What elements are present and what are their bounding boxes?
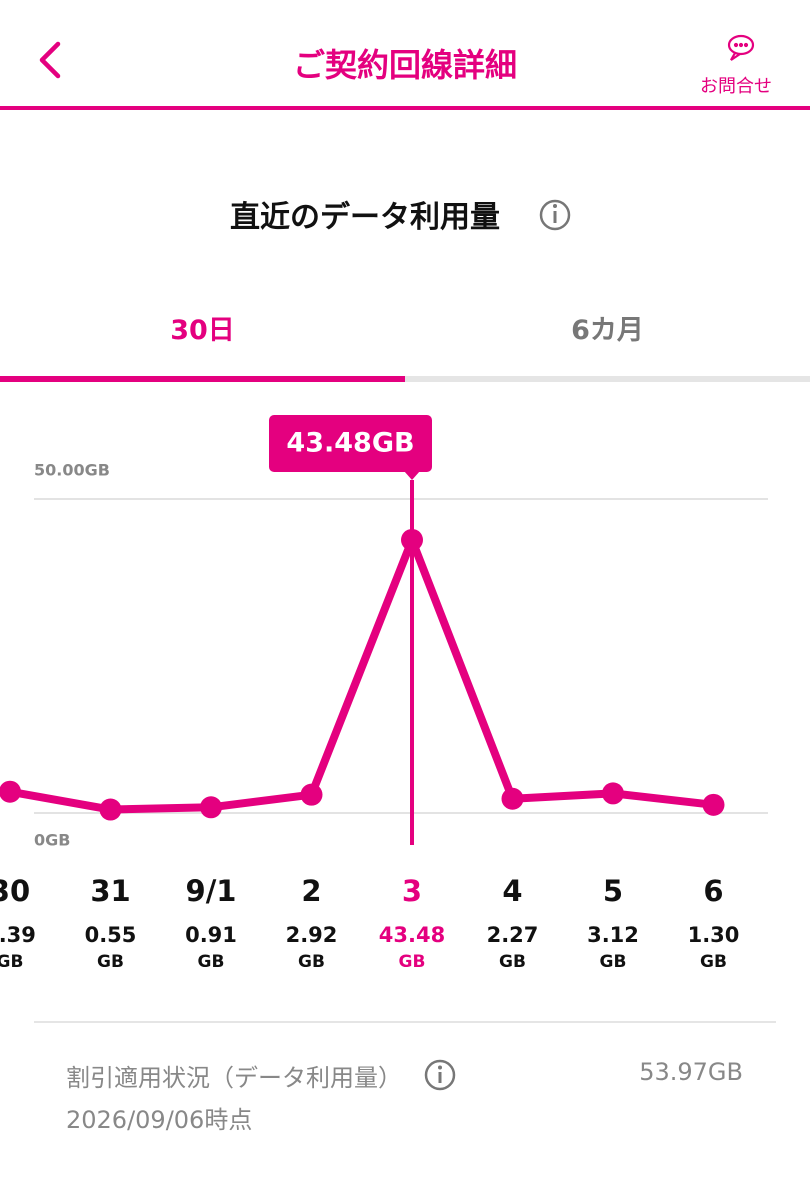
tab-indicator (0, 376, 405, 382)
chart: 0GB50.00GB43.48GB303.39GB310.55GB9/10.91… (0, 415, 768, 972)
x-tick-label: 3 (402, 874, 422, 908)
header-title: ご契約回線詳細 (292, 46, 517, 84)
header-area (0, 34, 810, 382)
x-tick-label: 5 (603, 874, 623, 908)
info-icon[interactable] (539, 199, 571, 231)
tooltip-pointer (404, 471, 420, 480)
tab[interactable]: 6カ月 (571, 315, 644, 346)
contact-icon[interactable] (727, 34, 755, 61)
unit-label: GB (399, 952, 426, 972)
contact-label[interactable]: お問合せ (700, 76, 772, 97)
data-point (702, 793, 725, 816)
unit-label: GB (700, 952, 727, 972)
y-tick-label: 0GB (34, 831, 70, 850)
data-point (401, 528, 423, 551)
divider (34, 1021, 776, 1023)
footer-value: 53.97GB (639, 1058, 743, 1086)
data-point (200, 796, 222, 819)
data-point (501, 787, 524, 810)
x-tick-label: 31 (90, 874, 130, 908)
footer-date: 2026/09/06時点 (66, 1106, 253, 1134)
unit-label: GB (600, 952, 627, 972)
value-label: 0.55 (85, 923, 137, 947)
data-point (602, 782, 624, 805)
value-label: 0.91 (185, 923, 237, 947)
y-tick-label: 50.00GB (34, 461, 110, 480)
tooltip (269, 415, 432, 472)
info-icon[interactable] (424, 1059, 456, 1091)
value-label: 43.48 (379, 923, 445, 947)
data-line (9, 535, 714, 814)
tab-track (405, 376, 810, 382)
value-label: 3.12 (587, 923, 639, 947)
tooltip-label: 43.48GB (286, 428, 414, 459)
x-tick-label: 4 (502, 874, 522, 908)
x-tick-label: 6 (703, 874, 723, 908)
x-tick-label: 2 (301, 874, 321, 908)
x-tick-label: 30 (0, 874, 30, 908)
data-point (300, 783, 323, 806)
value-label: 2.27 (487, 923, 539, 947)
data-point (0, 780, 21, 803)
value-label: 2.92 (286, 923, 338, 947)
unit-label: GB (97, 952, 124, 972)
unit-label: GB (198, 952, 225, 972)
value-label: 1.30 (688, 923, 740, 947)
data-point (99, 798, 122, 821)
footer-label: 割引適用状況（データ利用量） (66, 1064, 402, 1092)
unit-label: GB (499, 952, 526, 972)
unit-label: GB (298, 952, 325, 972)
value-label: 3.39 (0, 923, 36, 947)
x-tick-label: 9/1 (186, 874, 237, 908)
tab[interactable]: 30日 (170, 315, 235, 346)
back-button[interactable] (39, 41, 61, 79)
unit-label: GB (0, 952, 23, 972)
header-divider (0, 106, 810, 110)
section-title: 直近のデータ利用量 (230, 200, 500, 235)
